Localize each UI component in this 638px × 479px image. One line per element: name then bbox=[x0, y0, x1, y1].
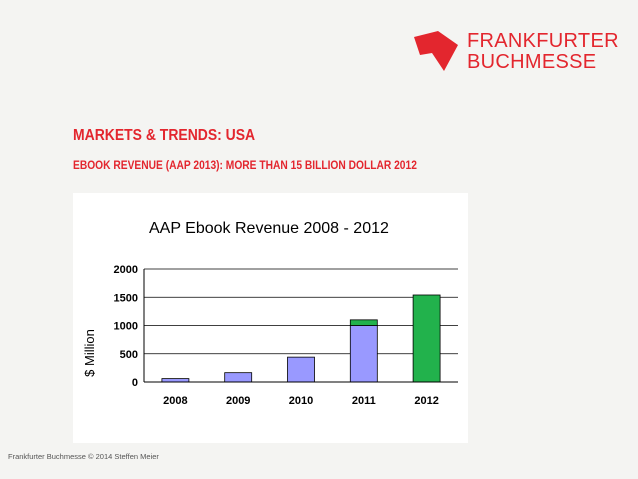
x-tick-label: 2008 bbox=[163, 395, 187, 407]
bar-2012-series-1 bbox=[412, 294, 441, 383]
bar-2011-series-1 bbox=[349, 319, 378, 326]
y-tick-label: 1000 bbox=[114, 321, 138, 333]
revenue-bar-chart: AAP Ebook Revenue 2008 - 2012 $ Million … bbox=[82, 220, 458, 407]
y-axis-label: $ Million bbox=[82, 329, 97, 377]
x-tick-label: 2012 bbox=[414, 395, 438, 407]
bar-2010-series-0 bbox=[287, 356, 315, 383]
slide-title: MARKETS & TRENDS: USA bbox=[73, 127, 256, 144]
bar-2008-series-0 bbox=[161, 378, 190, 383]
brand-name: FRANKFURTER BUCHMESSE bbox=[467, 31, 619, 73]
footer-copyright: Frankfurter Buchmesse © 2014 Steffen Mei… bbox=[8, 452, 159, 461]
bar-2011-series-0 bbox=[349, 325, 378, 383]
slide-subtitle: EBOOK REVENUE (AAP 2013): MORE THAN 15 B… bbox=[73, 160, 417, 172]
y-tick-label: 0 bbox=[132, 377, 138, 389]
y-tick-label: 500 bbox=[120, 349, 138, 361]
brand-name-line1: FRANKFURTER bbox=[467, 30, 619, 52]
chart-panel: AAP Ebook Revenue 2008 - 2012 $ Million … bbox=[73, 193, 468, 443]
chart-title: AAP Ebook Revenue 2008 - 2012 bbox=[149, 220, 389, 237]
brand-name-line2: BUCHMESSE bbox=[467, 51, 597, 73]
y-tick-label: 2000 bbox=[114, 264, 138, 276]
y-tick-label: 1500 bbox=[114, 292, 138, 304]
frankfurter-buchmesse-logo-icon bbox=[414, 31, 458, 71]
bar-2009-series-0 bbox=[224, 372, 253, 383]
x-tick-label: 2009 bbox=[226, 395, 250, 407]
x-tick-label: 2010 bbox=[289, 395, 313, 407]
x-tick-label: 2011 bbox=[352, 395, 376, 407]
